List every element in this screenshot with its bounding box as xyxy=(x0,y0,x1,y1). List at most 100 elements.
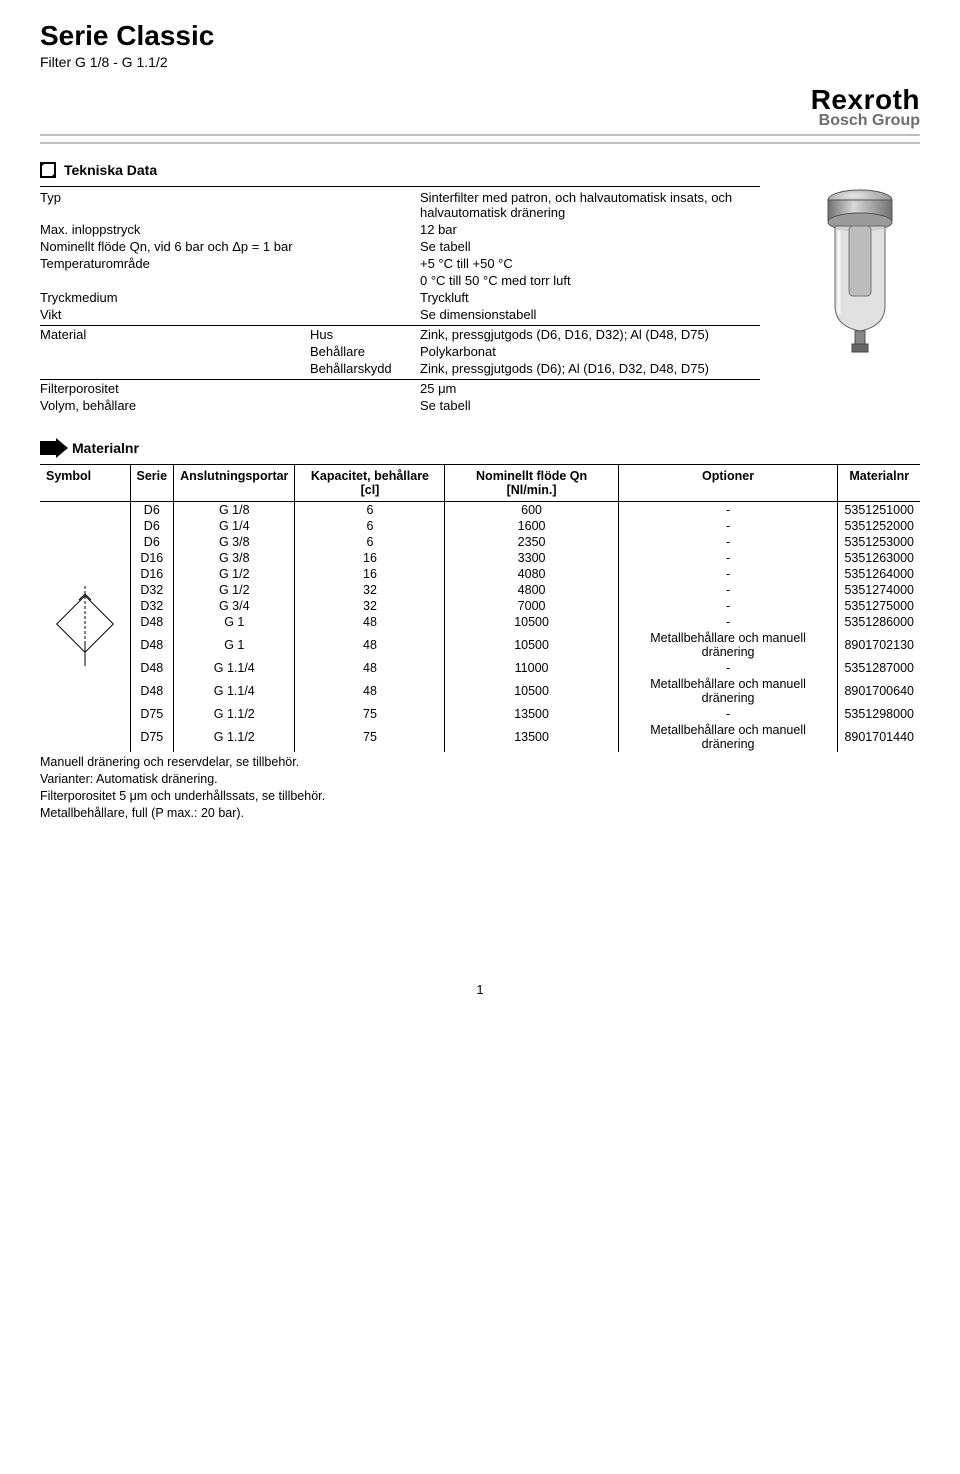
cell-flow: 600 xyxy=(445,502,618,519)
td-label: Nominellt flöde Qn, vid 6 bar och Δp = 1… xyxy=(40,238,310,255)
cell-serie: D16 xyxy=(130,550,174,566)
cell-port: G 1/4 xyxy=(174,518,295,534)
cell-serie: D75 xyxy=(130,706,174,722)
cell-materialnr: 5351252000 xyxy=(838,518,920,534)
cell-option: Metallbehållare och manuell dränering xyxy=(618,676,838,706)
page-number: 1 xyxy=(40,982,920,997)
table-row: D32G 1/2324800-5351274000 xyxy=(40,582,920,598)
tekniska-block: TypSinterfilter med patron, och halvauto… xyxy=(40,186,920,414)
cell-flow: 10500 xyxy=(445,630,618,660)
table-row: D6G 1/86600-5351251000 xyxy=(40,502,920,519)
section-head-materialnr: Materialnr xyxy=(40,440,920,456)
table-row: D48G 14810500Metallbehållare och manuell… xyxy=(40,630,920,660)
table-row: D6G 1/461600-5351252000 xyxy=(40,518,920,534)
table-row: D48G 1.1/44810500Metallbehållare och man… xyxy=(40,676,920,706)
footnotes: Manuell dränering och reservdelar, se ti… xyxy=(40,754,920,822)
table-row: D16G 1/2164080-5351264000 xyxy=(40,566,920,582)
cell-flow: 2350 xyxy=(445,534,618,550)
td-value: Zink, pressgjutgods (D6); Al (D16, D32, … xyxy=(420,360,760,380)
cell-flow: 4800 xyxy=(445,582,618,598)
symbol-cell xyxy=(40,502,130,753)
section-icon xyxy=(40,162,56,178)
cell-flow: 4080 xyxy=(445,566,618,582)
cell-port: G 1.1/4 xyxy=(174,660,295,676)
cell-option: Metallbehållare och manuell dränering xyxy=(618,722,838,752)
table-header: Anslutningsportar xyxy=(174,465,295,502)
td-label: Tryckmedium xyxy=(40,289,310,306)
divider xyxy=(40,142,920,144)
td-sub xyxy=(310,306,420,326)
td-label: Temperaturområde xyxy=(40,255,310,272)
td-value: Zink, pressgjutgods (D6, D16, D32); Al (… xyxy=(420,326,760,344)
cell-option: - xyxy=(618,706,838,722)
table-header: Materialnr xyxy=(838,465,920,502)
cell-serie: D75 xyxy=(130,722,174,752)
cell-serie: D6 xyxy=(130,502,174,519)
td-label xyxy=(40,360,310,380)
td-sub xyxy=(310,238,420,255)
footnote-line: Manuell dränering och reservdelar, se ti… xyxy=(40,754,920,771)
header-row: Rexroth Bosch Group xyxy=(40,84,920,130)
table-header: Nominellt flöde Qn [Nl/min.] xyxy=(445,465,618,502)
cell-capacity: 48 xyxy=(295,676,445,706)
cell-capacity: 16 xyxy=(295,566,445,582)
section-title: Materialnr xyxy=(72,440,139,456)
td-sub xyxy=(310,380,420,398)
cell-option: - xyxy=(618,518,838,534)
page: Serie Classic Filter G 1/8 - G 1.1/2 Rex… xyxy=(0,0,960,1037)
cell-option: - xyxy=(618,502,838,519)
cell-port: G 1.1/4 xyxy=(174,676,295,706)
arrow-icon xyxy=(40,441,58,455)
cell-materialnr: 5351264000 xyxy=(838,566,920,582)
table-row: D6G 3/862350-5351253000 xyxy=(40,534,920,550)
cell-materialnr: 5351275000 xyxy=(838,598,920,614)
cell-port: G 1/8 xyxy=(174,502,295,519)
cell-materialnr: 5351251000 xyxy=(838,502,920,519)
cell-capacity: 48 xyxy=(295,630,445,660)
td-sub xyxy=(310,221,420,238)
td-value: Sinterfilter med patron, och halvautomat… xyxy=(420,187,760,222)
page-title: Serie Classic xyxy=(40,20,920,52)
cell-serie: D32 xyxy=(130,582,174,598)
cell-flow: 3300 xyxy=(445,550,618,566)
cell-capacity: 6 xyxy=(295,502,445,519)
table-row: D16G 3/8163300-5351263000 xyxy=(40,550,920,566)
table-header: Serie xyxy=(130,465,174,502)
td-sub xyxy=(310,272,420,289)
product-image xyxy=(800,186,920,359)
table-row: D32G 3/4327000-5351275000 xyxy=(40,598,920,614)
cell-flow: 10500 xyxy=(445,614,618,630)
cell-capacity: 6 xyxy=(295,534,445,550)
cell-materialnr: 5351274000 xyxy=(838,582,920,598)
table-row: D48G 14810500-5351286000 xyxy=(40,614,920,630)
cell-port: G 1.1/2 xyxy=(174,722,295,752)
divider xyxy=(40,134,920,136)
td-label: Filterporositet xyxy=(40,380,310,398)
section-title: Tekniska Data xyxy=(64,162,157,178)
cell-port: G 1.1/2 xyxy=(174,706,295,722)
cell-capacity: 75 xyxy=(295,722,445,752)
tekniska-table: TypSinterfilter med patron, och halvauto… xyxy=(40,186,760,414)
cell-materialnr: 5351298000 xyxy=(838,706,920,722)
cell-port: G 3/8 xyxy=(174,550,295,566)
td-value: Polykarbonat xyxy=(420,343,760,360)
cell-serie: D16 xyxy=(130,566,174,582)
table-header: Symbol xyxy=(40,465,130,502)
cell-port: G 1/2 xyxy=(174,566,295,582)
cell-option: - xyxy=(618,534,838,550)
td-label: Volym, behållare xyxy=(40,397,310,414)
cell-serie: D32 xyxy=(130,598,174,614)
cell-option: Metallbehållare och manuell dränering xyxy=(618,630,838,660)
cell-port: G 1/2 xyxy=(174,582,295,598)
cell-option: - xyxy=(618,566,838,582)
materialnr-table: SymbolSerieAnslutningsportarKapacitet, b… xyxy=(40,464,920,752)
td-sub: Hus xyxy=(310,326,420,344)
cell-flow: 7000 xyxy=(445,598,618,614)
logo-sub-text: Bosch Group xyxy=(811,112,920,130)
td-sub: Behållare xyxy=(310,343,420,360)
footnote-line: Varianter: Automatisk dränering. xyxy=(40,771,920,788)
cell-materialnr: 5351286000 xyxy=(838,614,920,630)
cell-flow: 13500 xyxy=(445,706,618,722)
cell-capacity: 48 xyxy=(295,660,445,676)
td-value: +5 °C till +50 °C xyxy=(420,255,760,272)
